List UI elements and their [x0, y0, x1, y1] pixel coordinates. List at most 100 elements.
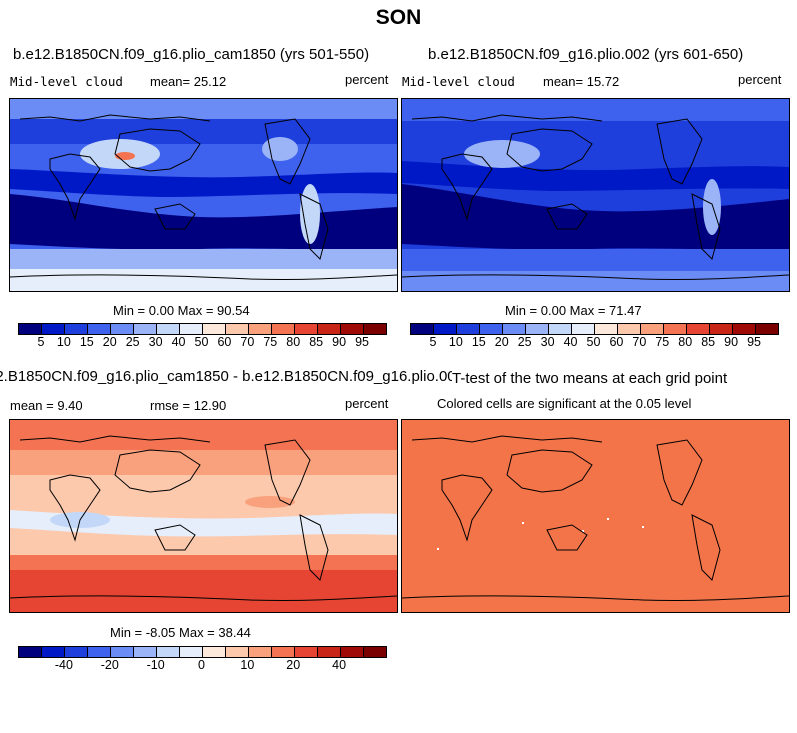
colorbar-swatch: [618, 324, 641, 334]
colorbar-tick-label: 95: [355, 335, 370, 349]
colorbar-swatch: [88, 647, 111, 657]
colorbar-swatch: [65, 324, 88, 334]
colorbar-panel3-ticks: -40 -20 -10 0 10 20 40: [18, 658, 385, 674]
map-2-svg: [402, 99, 789, 291]
colorbar-tick-label: -20: [100, 658, 119, 672]
colorbar-tick-label: 40: [563, 335, 578, 349]
colorbar-swatch: [341, 647, 364, 657]
colorbar-tick-label: 5: [37, 335, 45, 349]
colorbar-swatch: [134, 647, 157, 657]
panel2-units: percent: [738, 72, 782, 87]
colorbar-tick-label: 90: [332, 335, 347, 349]
colorbar-tick-label: 85: [309, 335, 324, 349]
colorbar-tick-label: 15: [79, 335, 94, 349]
colorbar-tick-label: 25: [517, 335, 532, 349]
figure-title: SON: [375, 6, 422, 29]
colorbar-tick-label: 15: [471, 335, 486, 349]
colorbar-swatch: [180, 647, 203, 657]
map-panel-1: [9, 98, 398, 292]
colorbar-swatch: [572, 324, 595, 334]
colorbar-swatch: [434, 324, 457, 334]
colorbar-swatch: [42, 647, 65, 657]
colorbar-swatch: [526, 324, 549, 334]
colorbar-swatch: [111, 647, 134, 657]
panel3-units: percent: [345, 396, 389, 411]
colorbar-panel1-ticks: 5 10 15 20 25 30 40 50 60 70 75 80 85 90 95: [18, 335, 385, 351]
colorbar-tick-label: 30: [540, 335, 555, 349]
colorbar-panel1: [18, 323, 387, 335]
colorbar-swatch: [295, 324, 318, 334]
colorbar-swatch: [364, 324, 386, 334]
colorbar-panel3: [18, 646, 387, 658]
colorbar-tick-label: 20: [286, 658, 301, 672]
colorbar-swatch: [733, 324, 756, 334]
colorbar-tick-label: 50: [586, 335, 601, 349]
colorbar-tick-label: 5: [429, 335, 437, 349]
colorbar-tick-label: 10: [240, 658, 255, 672]
panel3-minmax: Min = -8.05 Max = 38.44: [110, 625, 251, 640]
colorbar-swatch: [203, 324, 226, 334]
colorbar-swatch: [641, 324, 664, 334]
panel2-mean-label: mean= 15.72: [543, 74, 620, 89]
panel2-minmax: Min = 0.00 Max = 71.47: [505, 303, 642, 318]
colorbar-tick-label: 90: [724, 335, 739, 349]
panel3-rmse-label: rmse = 12.90: [150, 398, 227, 413]
panel1-minmax: Min = 0.00 Max = 90.54: [113, 303, 250, 318]
colorbar-swatch: [710, 324, 733, 334]
map-panel-4: [401, 419, 790, 613]
colorbar-tick-label: 70: [632, 335, 647, 349]
colorbar-tick-label: 20: [494, 335, 509, 349]
map-panel-2: [401, 98, 790, 292]
panel1-mean-label: mean= 25.12: [150, 74, 227, 89]
colorbar-swatch: [272, 324, 295, 334]
colorbar-swatch: [411, 324, 434, 334]
colorbar-swatch: [226, 647, 249, 657]
colorbar-tick-label: -10: [146, 658, 165, 672]
panel4-title: T-test of the two means at each grid poi…: [452, 370, 728, 387]
colorbar-swatch: [203, 647, 226, 657]
panel3-title: b.e12.B1850CN.f09_g16.plio_cam1850 - b.e…: [0, 368, 452, 385]
colorbar-tick-label: 25: [125, 335, 140, 349]
colorbar-swatch: [19, 324, 42, 334]
colorbar-swatch: [249, 324, 272, 334]
map-panel-3: [9, 419, 398, 613]
colorbar-swatch: [19, 647, 42, 657]
colorbar-swatch: [664, 324, 687, 334]
map-4-svg: [402, 420, 789, 612]
colorbar-swatch: [65, 647, 88, 657]
colorbar-swatch: [134, 324, 157, 334]
colorbar-swatch: [503, 324, 526, 334]
colorbar-tick-label: 75: [263, 335, 278, 349]
colorbar-tick-label: 10: [448, 335, 463, 349]
panel1-title: b.e12.B1850CN.f09_g16.plio_cam1850 (yrs …: [13, 46, 370, 63]
colorbar-swatch: [111, 324, 134, 334]
colorbar-tick-label: 50: [194, 335, 209, 349]
colorbar-tick-label: 20: [102, 335, 117, 349]
colorbar-tick-label: -40: [54, 658, 73, 672]
colorbar-panel2: [410, 323, 779, 335]
colorbar-tick-label: 30: [148, 335, 163, 349]
colorbar-tick-label: 60: [217, 335, 232, 349]
panel2-title: b.e12.B1850CN.f09_g16.plio.002 (yrs 601-…: [428, 46, 744, 63]
colorbar-swatch: [180, 324, 203, 334]
colorbar-tick-label: 0: [198, 658, 205, 672]
colorbar-swatch: [364, 647, 386, 657]
colorbar-tick-label: 75: [655, 335, 670, 349]
colorbar-swatch: [457, 324, 480, 334]
colorbar-swatch: [157, 647, 180, 657]
colorbar-swatch: [318, 324, 341, 334]
colorbar-tick-label: 40: [171, 335, 186, 349]
colorbar-swatch: [756, 324, 778, 334]
colorbar-swatch: [272, 647, 295, 657]
colorbar-swatch: [687, 324, 710, 334]
map-1-svg: [10, 99, 397, 291]
map-3-svg: [10, 420, 397, 612]
colorbar-swatch: [295, 647, 318, 657]
colorbar-swatch: [88, 324, 111, 334]
colorbar-tick-label: 95: [747, 335, 762, 349]
colorbar-tick-label: 40: [332, 658, 347, 672]
panel3-mean-label: mean = 9.40: [10, 398, 83, 413]
colorbar-swatch: [157, 324, 180, 334]
colorbar-tick-label: 80: [286, 335, 301, 349]
panel4-subtitle: Colored cells are significant at the 0.0…: [437, 396, 692, 411]
